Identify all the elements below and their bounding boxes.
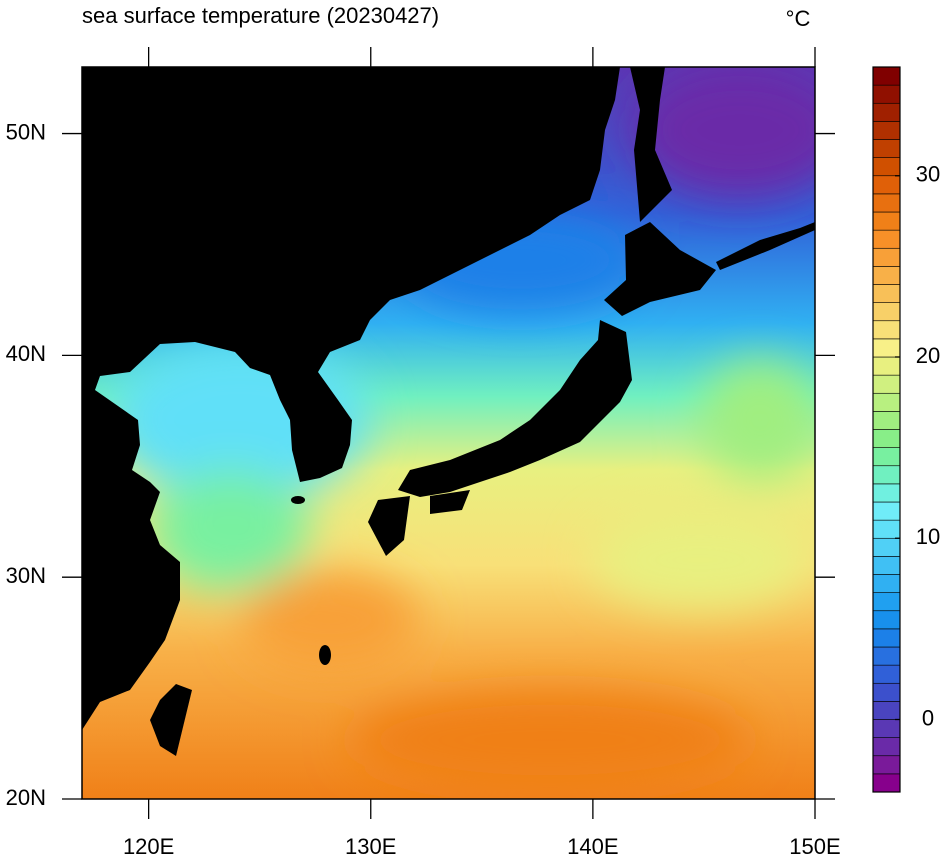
land [82, 67, 815, 756]
kuril [716, 222, 815, 270]
colorbar-box [872, 392, 901, 412]
colorbar-box [872, 483, 901, 503]
colorbar-box [872, 737, 901, 757]
colorbar-box [872, 429, 901, 448]
colorbar-box [872, 157, 901, 177]
colorbar-box [872, 211, 901, 231]
honshu [398, 320, 632, 497]
colorbar-box [872, 501, 901, 521]
colorbar-box [872, 610, 901, 630]
colorbar-box [872, 537, 901, 557]
colorbar-box [872, 121, 901, 140]
colorbar-box [872, 356, 901, 376]
y-tick-label: 50N [6, 119, 46, 144]
colorbar-box [872, 773, 901, 793]
kyushu [368, 496, 410, 556]
colorbar-box [872, 701, 901, 720]
x-tick-label: 120E [123, 834, 174, 858]
colorbar-tick-label: 0 [922, 705, 934, 730]
colorbar-box [872, 229, 901, 249]
colorbar-box [872, 628, 901, 648]
colorbar-box [872, 102, 901, 122]
colorbar-box [872, 374, 901, 394]
colorbar-box [872, 247, 901, 267]
colorbar-box [872, 411, 901, 430]
colorbar-box [872, 592, 901, 612]
colorbar-box [872, 84, 901, 104]
x-tick-label: 130E [345, 834, 396, 858]
colorbar-box [872, 284, 901, 303]
y-tick-label: 30N [6, 563, 46, 588]
y-tick-label: 20N [6, 785, 46, 810]
hokkaido [604, 222, 716, 316]
colorbar-box [872, 719, 901, 738]
colorbar: 0 10 20 30 [872, 66, 940, 793]
colorbar-tick-label: 10 [916, 524, 940, 549]
colorbar-tick-label: 30 [916, 162, 940, 187]
y-tick-label: 40N [6, 341, 46, 366]
colorbar-box [872, 66, 901, 86]
colorbar-box [872, 338, 901, 358]
colorbar-box [872, 193, 901, 213]
colorbar-box [872, 682, 901, 702]
colorbar-frame [872, 66, 901, 793]
title: sea surface temperature (20230427) [82, 3, 439, 28]
jeju [291, 496, 305, 504]
unit: °C [786, 6, 811, 31]
taiwan [150, 684, 192, 756]
colorbar-box [872, 574, 901, 593]
okinawa [319, 645, 331, 665]
colorbar-box [872, 556, 901, 575]
colorbar-box [872, 755, 901, 775]
sakhalin [630, 67, 672, 222]
asia-mainland [82, 67, 620, 730]
colorbar-box [872, 302, 901, 322]
colorbar-tick-label: 20 [916, 343, 940, 368]
x-tick-label: 140E [567, 834, 618, 858]
shikoku [430, 490, 470, 514]
colorbar-box [872, 664, 901, 684]
colorbar-box [872, 139, 901, 158]
map-frame [81, 66, 816, 800]
colorbar-box [872, 646, 901, 666]
colorbar-box [872, 465, 901, 485]
x-tick-label: 150E [789, 834, 840, 858]
axes: 120E 130E 140E 150E 20N 30N 40N 50N [6, 47, 841, 858]
colorbar-box [872, 175, 901, 195]
colorbar-box [872, 447, 901, 467]
colorbar-box [872, 519, 901, 539]
colorbar-box [872, 266, 901, 285]
colorbar-box [872, 320, 901, 340]
map-field [82, 67, 815, 799]
